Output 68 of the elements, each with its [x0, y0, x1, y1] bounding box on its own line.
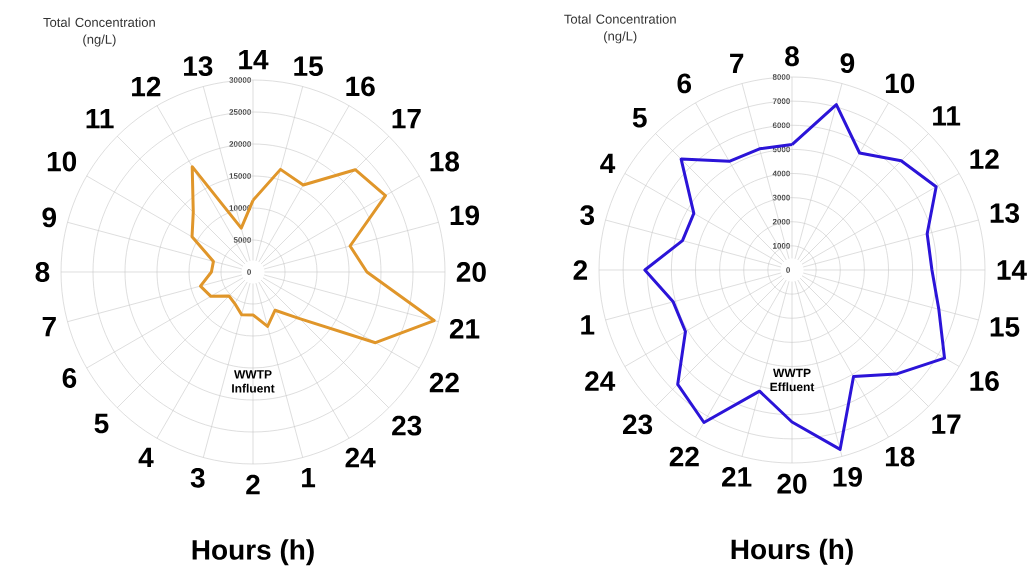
- spoke-label: 19: [450, 205, 480, 226]
- spoke-label: 13: [184, 56, 213, 77]
- text: WWTP Effluent: [770, 368, 815, 392]
- text: WWTP Influent: [232, 370, 275, 393]
- spoke-label: 4: [600, 153, 616, 174]
- spoke-label: 15: [294, 56, 323, 77]
- y-tick-label: 20000: [229, 141, 251, 147]
- spoke-label: 6: [62, 368, 77, 388]
- spoke-label: 5: [94, 413, 109, 434]
- spoke-label: 4: [138, 447, 154, 468]
- spoke-label: 22: [669, 446, 699, 467]
- spoke-label: 3: [190, 467, 205, 488]
- text: Hours (h): [192, 539, 314, 566]
- spoke-label: 9: [42, 207, 57, 228]
- spoke-label: 3: [580, 205, 595, 226]
- spoke-label: 2: [246, 474, 260, 495]
- spoke-label: 14: [239, 49, 269, 70]
- spoke-label: 23: [392, 415, 422, 436]
- spoke-label: 11: [86, 108, 114, 129]
- y-tick-label: 0: [247, 269, 251, 275]
- spoke-label: 8: [35, 262, 50, 282]
- y-tick-label: 6000: [772, 122, 790, 129]
- spoke-label: 6: [677, 73, 692, 94]
- y-tick-label: 8000: [772, 74, 790, 80]
- spoke-label: 7: [730, 53, 744, 74]
- spoke-label: 17: [932, 414, 961, 434]
- y-tick-label: 1000: [773, 243, 790, 249]
- spoke-label: 16: [970, 371, 999, 391]
- spoke-label: 17: [392, 108, 421, 129]
- spoke-label: 24: [585, 371, 616, 391]
- y-tick-label: 4000: [772, 170, 790, 177]
- spoke-label: 15: [990, 317, 1020, 337]
- spoke-label: 20: [777, 473, 807, 494]
- spoke-label: 21: [449, 318, 480, 339]
- y-tick-label: 30000: [229, 77, 251, 83]
- y-tick-label: 15000: [229, 173, 251, 179]
- spoke-label: 16: [346, 76, 375, 97]
- spoke-label: 13: [990, 203, 1020, 223]
- y-tick-label: 25000: [229, 109, 251, 115]
- text: Total Concentration (ng/L): [43, 17, 155, 47]
- y-tick-label: 5000: [233, 237, 251, 243]
- spoke-label: 11: [933, 106, 961, 126]
- spoke-label: 14: [997, 260, 1027, 280]
- spoke-label: 5: [632, 107, 647, 128]
- spoke-label: 19: [833, 466, 862, 487]
- spoke-label: 22: [429, 372, 459, 393]
- spoke-label: 10: [885, 73, 915, 94]
- spoke-label: 20: [456, 262, 486, 282]
- spoke-label: 12: [132, 76, 161, 97]
- spoke-label: 2: [573, 260, 588, 280]
- spoke-label: 9: [840, 53, 855, 74]
- spoke-label: 23: [622, 414, 653, 435]
- spoke-label: 21: [722, 466, 752, 487]
- spoke-label: 18: [430, 151, 460, 172]
- spoke-label: 1: [302, 467, 316, 488]
- spoke-label: 8: [785, 46, 799, 67]
- y-tick-label: 7000: [772, 98, 790, 104]
- y-tick-label: 3000: [772, 194, 790, 201]
- text: Total Concentration (ng/L): [564, 14, 676, 44]
- y-tick-label: 2000: [772, 218, 790, 225]
- y-tick-label: 0: [786, 267, 790, 273]
- spoke-label: 18: [885, 446, 915, 467]
- spoke-label: 1: [581, 315, 595, 335]
- text: Hours (h): [731, 538, 853, 565]
- spoke-label: 12: [970, 149, 999, 169]
- spoke-label: 24: [345, 447, 376, 468]
- spoke-label: 7: [42, 316, 56, 337]
- spoke-label: 10: [47, 151, 77, 172]
